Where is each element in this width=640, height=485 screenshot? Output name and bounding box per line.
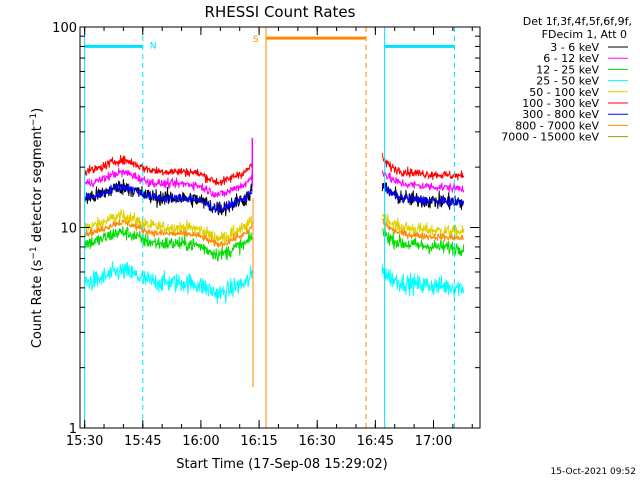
legend-entry-label: 50 - 100 keV bbox=[529, 86, 599, 99]
x-tick-label: 16:30 bbox=[298, 434, 335, 449]
y-tick-label: 1 bbox=[69, 422, 77, 437]
plot-area bbox=[84, 137, 465, 388]
legend-entry-label: 3 - 6 keV bbox=[550, 41, 599, 54]
x-axis: 15:30 15:45 16:00 16:15 16:30 16:45 17:00 bbox=[66, 27, 473, 449]
y-axis-label-superscript: −1 bbox=[29, 246, 39, 259]
y-axis: 1 10 100 bbox=[52, 21, 480, 437]
y-axis-label: Count Rate (s−1 detector segment−1) bbox=[29, 108, 45, 348]
y-axis-label-part: Count Rate (s bbox=[30, 259, 45, 348]
series-line-300-800-kev bbox=[381, 183, 465, 208]
legend-header-line: Det 1f,3f,4f,5f,6f,9f, bbox=[523, 15, 632, 28]
y-axis-label-part: detector segment bbox=[30, 126, 45, 246]
x-axis-label: Start Time (17-Sep-08 15:29:02) bbox=[176, 457, 387, 472]
series-line-6-12-kev bbox=[84, 167, 253, 198]
series-line-100-300-kev bbox=[381, 152, 465, 181]
series-line-12-25-kev bbox=[382, 226, 465, 256]
generation-timestamp: 15-Oct-2021 09:52 bbox=[551, 467, 636, 477]
series-line-50-100-kev bbox=[382, 213, 465, 239]
legend-entry-label: 7000 - 15000 keV bbox=[501, 131, 599, 144]
chart-title: RHESSI Count Rates bbox=[205, 3, 356, 21]
y-axis-label-superscript: −1 bbox=[29, 113, 39, 126]
saa-marker-label: S bbox=[253, 35, 259, 45]
x-tick-label: 15:45 bbox=[124, 434, 161, 449]
x-tick-label: 16:00 bbox=[182, 434, 219, 449]
y-tick-label: 10 bbox=[60, 222, 77, 237]
series-line-100-300-kev bbox=[84, 154, 253, 186]
series-line-50-100-kev bbox=[84, 208, 253, 245]
legend-entry-label: 100 - 300 keV bbox=[522, 97, 599, 110]
series-line-25-50-kev bbox=[381, 264, 465, 297]
x-tick-label: 16:15 bbox=[240, 434, 277, 449]
legend: Det 1f,3f,4f,5f,6f,9f, FDecim 1, Att 0 3… bbox=[501, 15, 632, 144]
legend-entry-label: 25 - 50 keV bbox=[536, 75, 599, 88]
legend-entry-label: 12 - 25 keV bbox=[536, 63, 599, 76]
legend-entry-label: 800 - 7000 keV bbox=[515, 119, 599, 132]
legend-entry-label: 6 - 12 keV bbox=[543, 52, 599, 65]
series-line-12-25-kev bbox=[84, 226, 253, 262]
x-tick-label: 17:00 bbox=[415, 434, 452, 449]
legend-header-line: FDecim 1, Att 0 bbox=[542, 28, 627, 41]
y-axis-label-part: ) bbox=[30, 108, 45, 113]
night-marker-label: N bbox=[150, 41, 157, 51]
series-line-800-7000-kev bbox=[381, 218, 465, 242]
series-line-25-50-kev bbox=[84, 261, 253, 304]
x-tick-label: 16:45 bbox=[357, 434, 394, 449]
series-line-6-12-kev bbox=[381, 170, 465, 193]
series-line-800-7000-kev bbox=[84, 219, 253, 249]
legend-entry-label: 300 - 800 keV bbox=[522, 108, 599, 121]
x-tick-label: 15:30 bbox=[66, 434, 103, 449]
series-line-300-800-kev bbox=[84, 183, 253, 214]
y-tick-label: 100 bbox=[52, 21, 77, 36]
